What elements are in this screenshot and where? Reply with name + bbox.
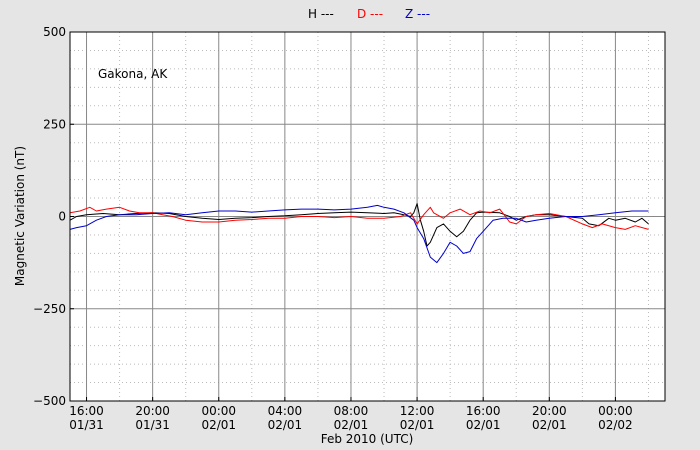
y-axis-title: Magnetic Variation (nT)	[13, 146, 27, 286]
x-tick-date: 02/01	[334, 418, 369, 432]
x-tick-date: 02/01	[400, 418, 435, 432]
x-tick-date: 02/01	[532, 418, 567, 432]
x-tick-time: 16:00	[69, 404, 104, 418]
x-tick-time: 20:00	[532, 404, 567, 418]
x-tick-time: 00:00	[201, 404, 236, 418]
legend: H --- D --- Z ---	[308, 7, 430, 21]
y-tick-label: −250	[33, 302, 66, 316]
legend-h: H ---	[308, 7, 334, 21]
y-tick-label: 250	[43, 117, 66, 131]
y-tick-label: −500	[33, 394, 66, 408]
legend-d: D ---	[357, 7, 383, 21]
x-tick-time: 04:00	[268, 404, 303, 418]
x-tick-time: 00:00	[598, 404, 633, 418]
y-tick-label: 0	[58, 210, 66, 224]
y-tick-label: 500	[43, 25, 66, 39]
x-tick-date: 01/31	[135, 418, 170, 432]
x-tick-time: 12:00	[400, 404, 435, 418]
axis-ticks: 16:0001/3120:0001/3100:0002/0104:0002/01…	[33, 25, 633, 432]
x-tick-date: 02/01	[201, 418, 236, 432]
x-tick-date: 02/01	[466, 418, 501, 432]
x-tick-date: 02/01	[268, 418, 303, 432]
x-tick-time: 16:00	[466, 404, 501, 418]
x-axis-title: Feb 2010 (UTC)	[321, 432, 414, 446]
series-layer	[69, 203, 649, 264]
x-tick-time: 20:00	[135, 404, 170, 418]
x-tick-date: 02/02	[598, 418, 633, 432]
legend-z: Z ---	[405, 7, 430, 21]
x-tick-date: 01/31	[69, 418, 104, 432]
x-tick-time: 08:00	[334, 404, 369, 418]
station-annotation: Gakona, AK	[98, 67, 168, 81]
series-z-line	[69, 204, 649, 264]
